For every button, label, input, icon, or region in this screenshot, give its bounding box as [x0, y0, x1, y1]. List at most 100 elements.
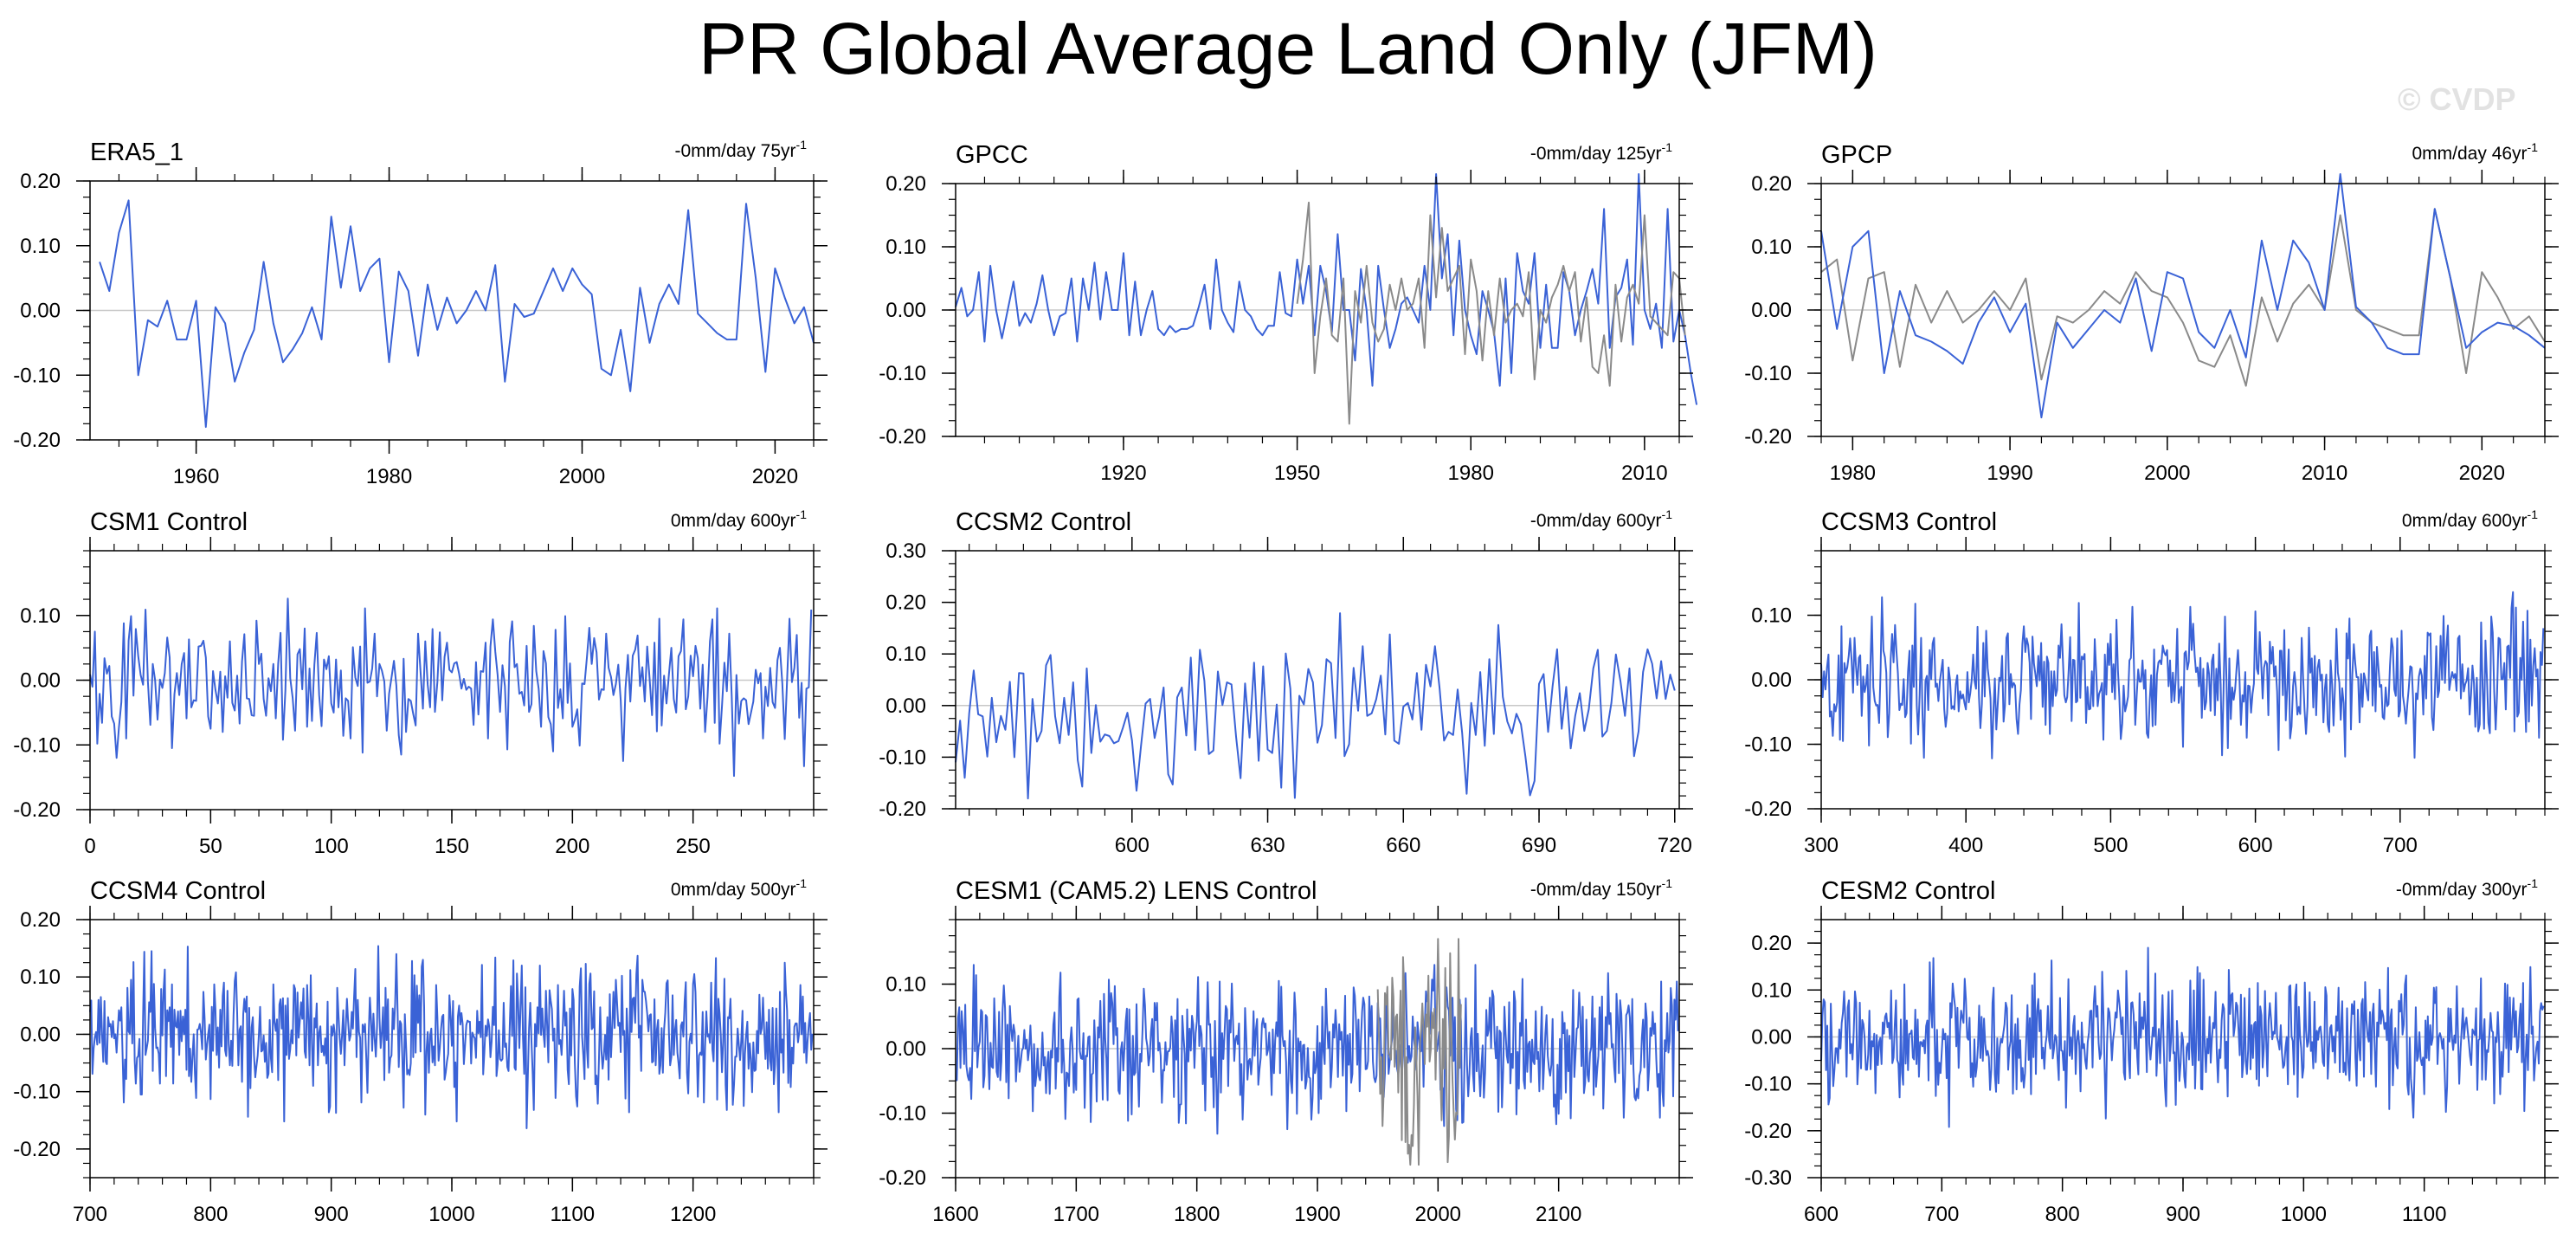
y-tick-label: -0.20 — [13, 1138, 61, 1161]
x-tick-label: 500 — [2093, 834, 2128, 857]
x-tick-label: 700 — [73, 1203, 107, 1226]
x-tick-label: 1700 — [1053, 1203, 1099, 1226]
y-tick-label: -0.10 — [879, 362, 926, 385]
x-tick-label: 1980 — [366, 465, 412, 488]
x-tick-label: 900 — [2166, 1203, 2200, 1226]
x-tick-label: 700 — [2383, 834, 2418, 857]
x-tick-label: 2020 — [752, 465, 798, 488]
y-tick-label: 0.10 — [886, 643, 926, 666]
y-tick-label: -0.10 — [879, 1102, 926, 1126]
superscript-minus-one: -1 — [2528, 507, 2539, 521]
y-tick-label: -0.20 — [879, 1166, 926, 1190]
y-tick-label: -0.10 — [13, 364, 61, 387]
superscript-minus-one: -1 — [1662, 140, 1673, 154]
chart-panel-5: CCSM2 Control -0mm/day 600yr-1 600 630 660 69… — [879, 507, 1693, 857]
x-tick-label: 2010 — [1621, 462, 1667, 485]
x-tick-label: 1800 — [1174, 1203, 1220, 1226]
chart-panel-3: GPCP 0mm/day 46yr-1 1980 1990 2000 2010 2020 -0… — [1744, 140, 2559, 485]
y-tick-label: 0.20 — [886, 172, 926, 196]
x-tick-label: 50 — [199, 835, 222, 858]
plot-frame — [955, 550, 1680, 810]
observation-series-line — [1820, 208, 2546, 387]
y-tick-label: 0.20 — [20, 170, 61, 193]
y-tick-label: 0.00 — [1751, 668, 1792, 692]
y-tick-label: -0.10 — [879, 746, 926, 769]
x-tick-label: 1960 — [173, 465, 219, 488]
model-series-line — [1820, 173, 2546, 419]
y-tick-label: 0.10 — [1751, 236, 1792, 259]
y-tick-label: -0.10 — [13, 1081, 61, 1104]
x-tick-label: 200 — [555, 835, 589, 858]
model-series-line — [1820, 591, 2545, 759]
y-tick-label: 0.20 — [20, 908, 61, 932]
model-series-line — [89, 597, 813, 778]
panel-annotation: -0mm/day 150yr-1 — [1530, 876, 1672, 900]
superscript-minus-one: -1 — [796, 138, 808, 152]
panel-title: GPCP — [1821, 141, 1892, 169]
y-tick-label: -0.20 — [13, 798, 61, 822]
y-tick-label: 0.10 — [20, 235, 61, 258]
y-tick-label: 0.00 — [1751, 299, 1792, 322]
chart-panel-7: CCSM4 Control 0mm/day 500yr-1 700 800 900 100… — [13, 876, 828, 1226]
y-tick-label: 0.00 — [20, 300, 61, 323]
y-tick-label: 0.10 — [20, 604, 61, 628]
x-tick-label: 600 — [1115, 834, 1150, 857]
panel-annotation: 0mm/day 600yr-1 — [2402, 507, 2538, 531]
x-tick-label: 1200 — [670, 1203, 716, 1226]
y-tick-label: 0.10 — [1751, 604, 1792, 628]
model-series-line — [955, 612, 1676, 800]
observation-series-line — [1296, 201, 1686, 425]
chart-panel-4: CSM1 Control 0mm/day 600yr-1 0 50 100 150 200 2… — [13, 507, 828, 858]
superscript-minus-one: -1 — [2528, 876, 2539, 890]
superscript-minus-one: -1 — [2528, 140, 2539, 154]
superscript-minus-one: -1 — [1662, 876, 1673, 890]
y-tick-label: -0.20 — [1744, 798, 1792, 821]
panel-title: ERA5_1 — [90, 139, 184, 166]
y-tick-label: 0.00 — [886, 299, 926, 322]
y-tick-label: -0.20 — [1744, 1120, 1792, 1143]
y-tick-label: 0.00 — [20, 1023, 61, 1046]
page-title: PR Global Average Land Only (JFM) — [699, 8, 1877, 89]
x-tick-label: 600 — [1804, 1203, 1839, 1226]
model-series-line — [89, 945, 814, 1129]
cvdp-watermark: © CVDP — [2398, 81, 2516, 117]
x-tick-label: 660 — [1386, 834, 1420, 857]
x-tick-label: 2100 — [1536, 1203, 1581, 1226]
x-tick-label: 2000 — [1415, 1203, 1461, 1226]
x-tick-label: 800 — [2045, 1203, 2080, 1226]
panel-title: GPCC — [956, 141, 1028, 169]
x-tick-label: 1950 — [1274, 462, 1320, 485]
x-tick-label: 2020 — [2459, 462, 2505, 485]
y-tick-label: 0.20 — [1751, 172, 1792, 196]
x-tick-label: 250 — [676, 835, 711, 858]
y-tick-label: 0.20 — [1751, 932, 1792, 955]
x-tick-label: 2010 — [2302, 462, 2347, 485]
y-tick-label: -0.10 — [13, 733, 61, 757]
y-tick-label: -0.20 — [879, 798, 926, 821]
y-tick-label: -0.10 — [1744, 362, 1792, 385]
y-tick-label: 0.00 — [1751, 1025, 1792, 1049]
model-series-line — [956, 964, 1679, 1135]
x-tick-label: 1100 — [2402, 1203, 2447, 1226]
y-tick-label: -0.20 — [879, 425, 926, 449]
panel-title: CSM1 Control — [90, 508, 248, 536]
model-series-line — [1820, 946, 2545, 1128]
panel-annotation: -0mm/day 75yr-1 — [675, 138, 808, 161]
chart-panel-9: CESM2 Control -0mm/day 300yr-1 600 700 800 90… — [1744, 876, 2559, 1226]
x-tick-label: 1980 — [1830, 462, 1876, 485]
y-tick-label: 0.10 — [886, 973, 926, 997]
y-tick-label: 0.10 — [1751, 979, 1792, 1002]
model-series-line — [955, 173, 1698, 405]
x-tick-label: 1600 — [932, 1203, 978, 1226]
superscript-minus-one: -1 — [1662, 507, 1673, 521]
x-tick-label: 630 — [1251, 834, 1285, 857]
y-tick-label: -0.30 — [1744, 1166, 1792, 1190]
panel-annotation: -0mm/day 600yr-1 — [1530, 507, 1672, 531]
x-tick-label: 300 — [1804, 834, 1839, 857]
x-tick-label: 1000 — [428, 1203, 474, 1226]
panel-title: CESM1 (CAM5.2) LENS Control — [956, 877, 1317, 905]
panel-annotation: -0mm/day 125yr-1 — [1530, 140, 1672, 164]
x-tick-label: 1100 — [551, 1203, 596, 1226]
model-series-line — [99, 199, 815, 429]
